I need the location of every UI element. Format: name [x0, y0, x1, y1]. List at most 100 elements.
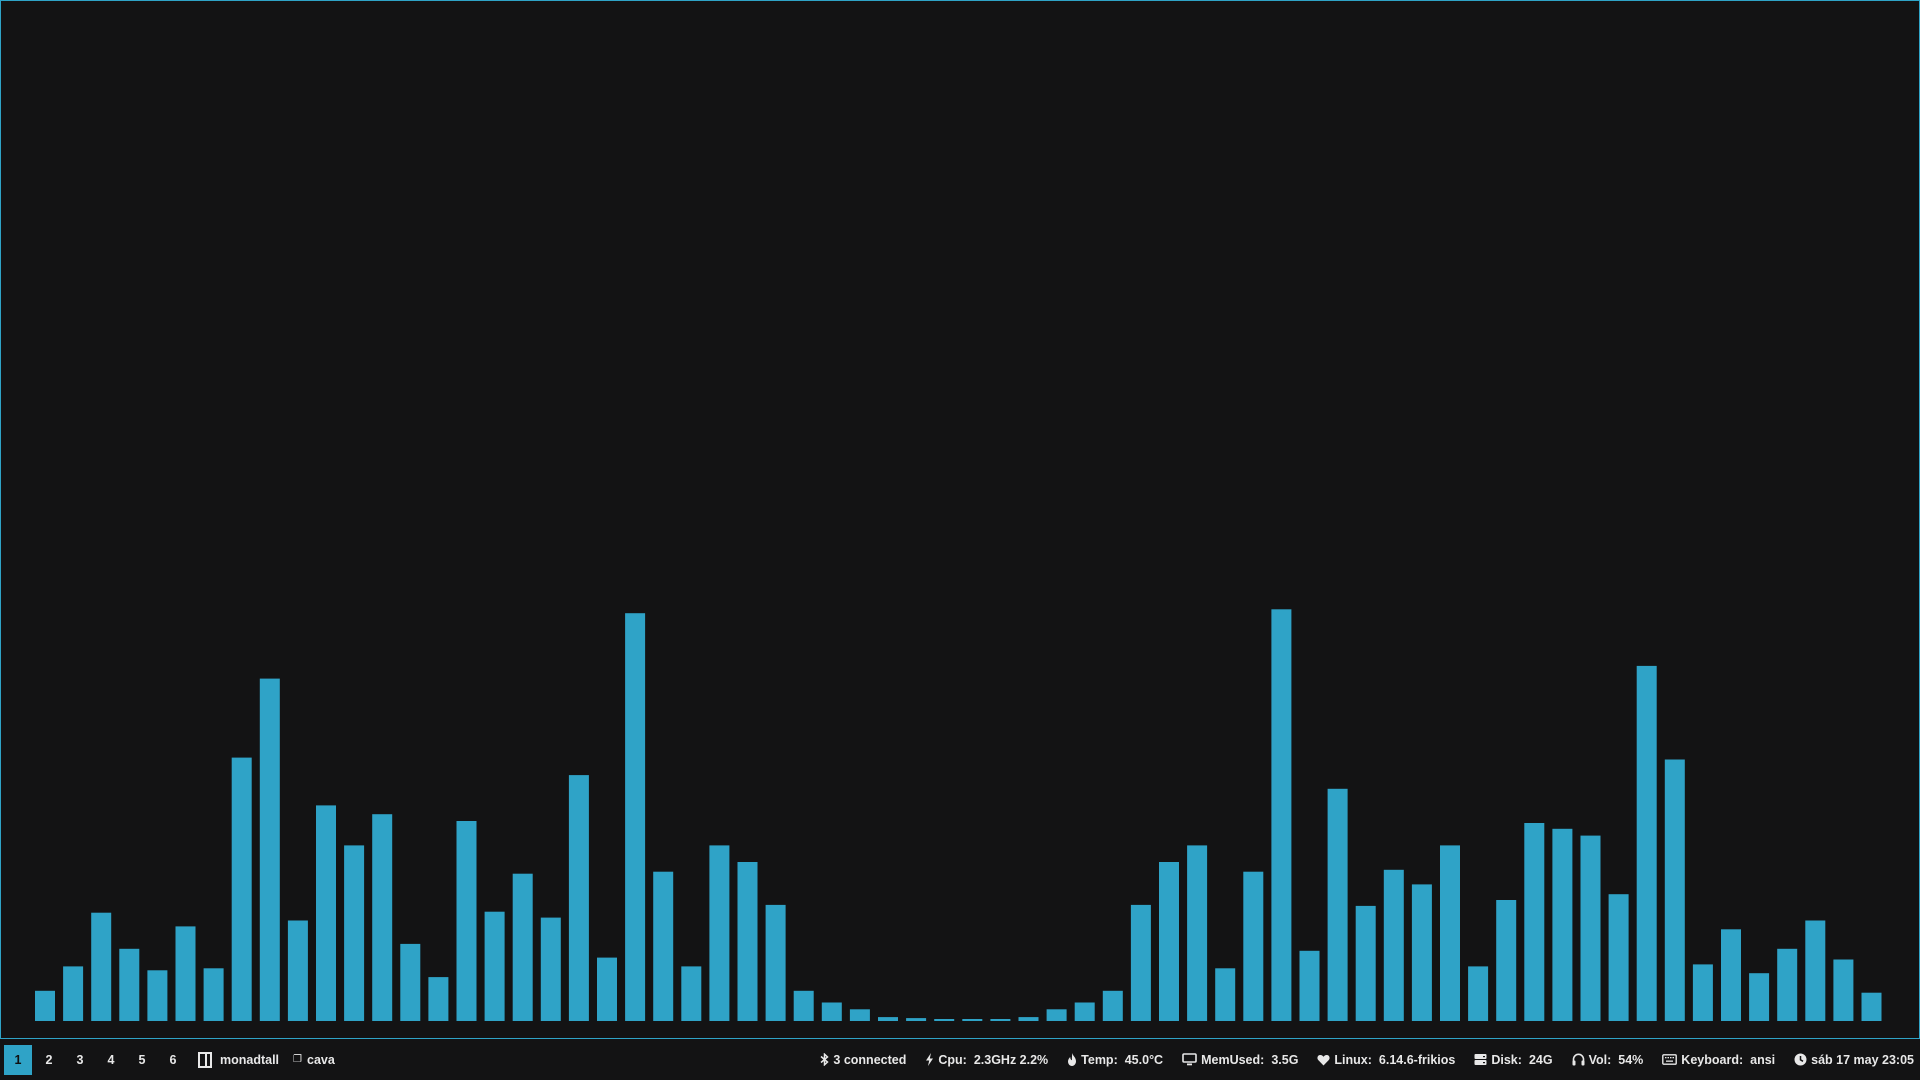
spectrum-bar	[1721, 929, 1741, 1021]
spectrum-bar	[681, 966, 702, 1021]
spectrum-bar	[793, 990, 814, 1021]
spectrum-bar	[568, 775, 589, 1021]
cava-window[interactable]	[0, 0, 1920, 1039]
memory-value: 3.5G	[1271, 1052, 1299, 1067]
spectrum-bar	[1299, 950, 1320, 1021]
spectrum-bar	[231, 757, 252, 1021]
temp-label: Temp:	[1081, 1052, 1118, 1067]
disk-label: Disk:	[1491, 1052, 1522, 1067]
spectrum-bar	[849, 1009, 870, 1021]
spectrum-bar	[1327, 788, 1348, 1021]
temp-widget: Temp: 45.0°C	[1067, 1053, 1163, 1067]
disk-widget: Disk: 24G	[1474, 1052, 1553, 1067]
window-title[interactable]: ❐ cava	[293, 1053, 335, 1067]
disk-icon	[1474, 1053, 1487, 1066]
spectrum-bar	[1833, 959, 1854, 1021]
volume-widget[interactable]: Vol: 54%	[1572, 1052, 1644, 1067]
spectrum-bar	[484, 911, 505, 1021]
spectrum-bar	[287, 920, 308, 1021]
spectrum-bar	[512, 873, 533, 1021]
bluetooth-icon	[820, 1053, 830, 1066]
keyboard-icon	[1662, 1054, 1678, 1065]
layout-name: monadtall	[220, 1052, 280, 1067]
bluetooth-widget[interactable]: 3 connected	[820, 1053, 906, 1067]
spectrum-bar	[597, 957, 617, 1021]
spectrum-bar	[1271, 609, 1292, 1021]
disk-value: 24G	[1528, 1052, 1553, 1067]
cpu-label: Cpu:	[938, 1052, 967, 1067]
kernel-label: Linux:	[1334, 1052, 1372, 1067]
workspace-4[interactable]: 4	[107, 1052, 115, 1067]
spectrum-bar	[1187, 845, 1208, 1021]
clock-value: sáb 17 may 23:05	[1811, 1052, 1914, 1067]
workspace-3[interactable]: 3	[76, 1052, 84, 1067]
spectrum-bar	[63, 966, 84, 1021]
spectrum-bar	[147, 970, 168, 1021]
spectrum-bar	[990, 1019, 1011, 1021]
spectrum-bar	[1046, 1009, 1067, 1021]
monitor-icon	[1182, 1053, 1197, 1066]
flame-icon	[1067, 1053, 1077, 1066]
spectrum-bar	[456, 821, 477, 1021]
kernel-value: 6.14.6-frikios	[1378, 1052, 1456, 1067]
spectrum-bar	[1074, 1002, 1095, 1021]
workspace-5[interactable]: 5	[138, 1052, 146, 1067]
spectrum-bar	[259, 678, 280, 1021]
spectrum-bar	[737, 862, 758, 1021]
volume-label: Vol:	[1588, 1052, 1612, 1067]
spectrum-bar	[1411, 884, 1432, 1021]
spectrum-bar	[1524, 823, 1545, 1021]
spectrum-bar	[400, 943, 421, 1021]
spectrum-bar	[1496, 900, 1517, 1021]
spectrum-bar	[1580, 835, 1601, 1021]
spectrum-bar	[1608, 894, 1629, 1021]
spectrum-bar	[1805, 920, 1826, 1021]
layout-icon	[198, 1051, 212, 1068]
workspace-2[interactable]: 2	[45, 1052, 53, 1067]
spectrum-bar	[372, 814, 393, 1021]
spectrum-bar	[1749, 973, 1770, 1021]
memory-widget: MemUsed: 3.5G	[1182, 1053, 1298, 1067]
spectrum-bar	[653, 871, 674, 1021]
spectrum-bar	[934, 1019, 955, 1021]
spectrum-bar	[1215, 968, 1236, 1021]
cpu-widget: Cpu: 2.3GHz 2.2%	[925, 1053, 1048, 1067]
spectrum-bar	[906, 1018, 927, 1021]
bluetooth-value: 3 connected	[833, 1052, 907, 1067]
spectrum-bar	[1130, 904, 1151, 1021]
spectrum-bar	[1636, 665, 1657, 1021]
spectrum-bar	[119, 948, 140, 1021]
spectrum-bar	[1777, 948, 1798, 1021]
spectrum-bar	[962, 1019, 983, 1021]
layout-indicator[interactable]: monadtall	[198, 1051, 280, 1068]
window-icon: ❐	[293, 1054, 303, 1065]
spectrum-bar	[625, 613, 646, 1021]
spectrum-bar	[203, 968, 224, 1021]
clock-widget[interactable]: sáb 17 may 23:05	[1794, 1053, 1914, 1067]
spectrum-bar	[316, 805, 336, 1021]
spectrum-bar	[1355, 905, 1376, 1021]
keyboard-widget[interactable]: Keyboard: ansi	[1662, 1053, 1775, 1067]
workspace-group: 1 2 3 4 5 6	[0, 1044, 190, 1075]
spectrum-bar	[1018, 1017, 1039, 1021]
spectrum-bar	[709, 845, 730, 1021]
volume-value: 54%	[1618, 1052, 1644, 1067]
workspace-1[interactable]: 1	[4, 1044, 32, 1075]
spectrum-bar	[540, 917, 561, 1021]
keyboard-label: Keyboard:	[1681, 1052, 1744, 1067]
cava-visualizer	[35, 609, 1882, 1021]
window-title-text: cava	[307, 1052, 335, 1067]
spectrum-bar	[765, 904, 786, 1021]
temp-value: 45.0°C	[1124, 1052, 1164, 1067]
kernel-widget: Linux: 6.14.6-frikios	[1317, 1053, 1455, 1067]
spectrum-bar	[344, 845, 365, 1021]
cpu-value: 2.3GHz 2.2%	[973, 1052, 1049, 1067]
spectrum-bar	[1552, 828, 1573, 1021]
keyboard-value: ansi	[1750, 1052, 1776, 1067]
workspace-6[interactable]: 6	[169, 1052, 177, 1067]
spectrum-bar	[878, 1017, 898, 1021]
spectrum-bar	[35, 990, 55, 1021]
memory-label: MemUsed:	[1201, 1052, 1265, 1067]
spectrum-bar	[1692, 964, 1713, 1021]
spectrum-bar	[1468, 966, 1489, 1021]
